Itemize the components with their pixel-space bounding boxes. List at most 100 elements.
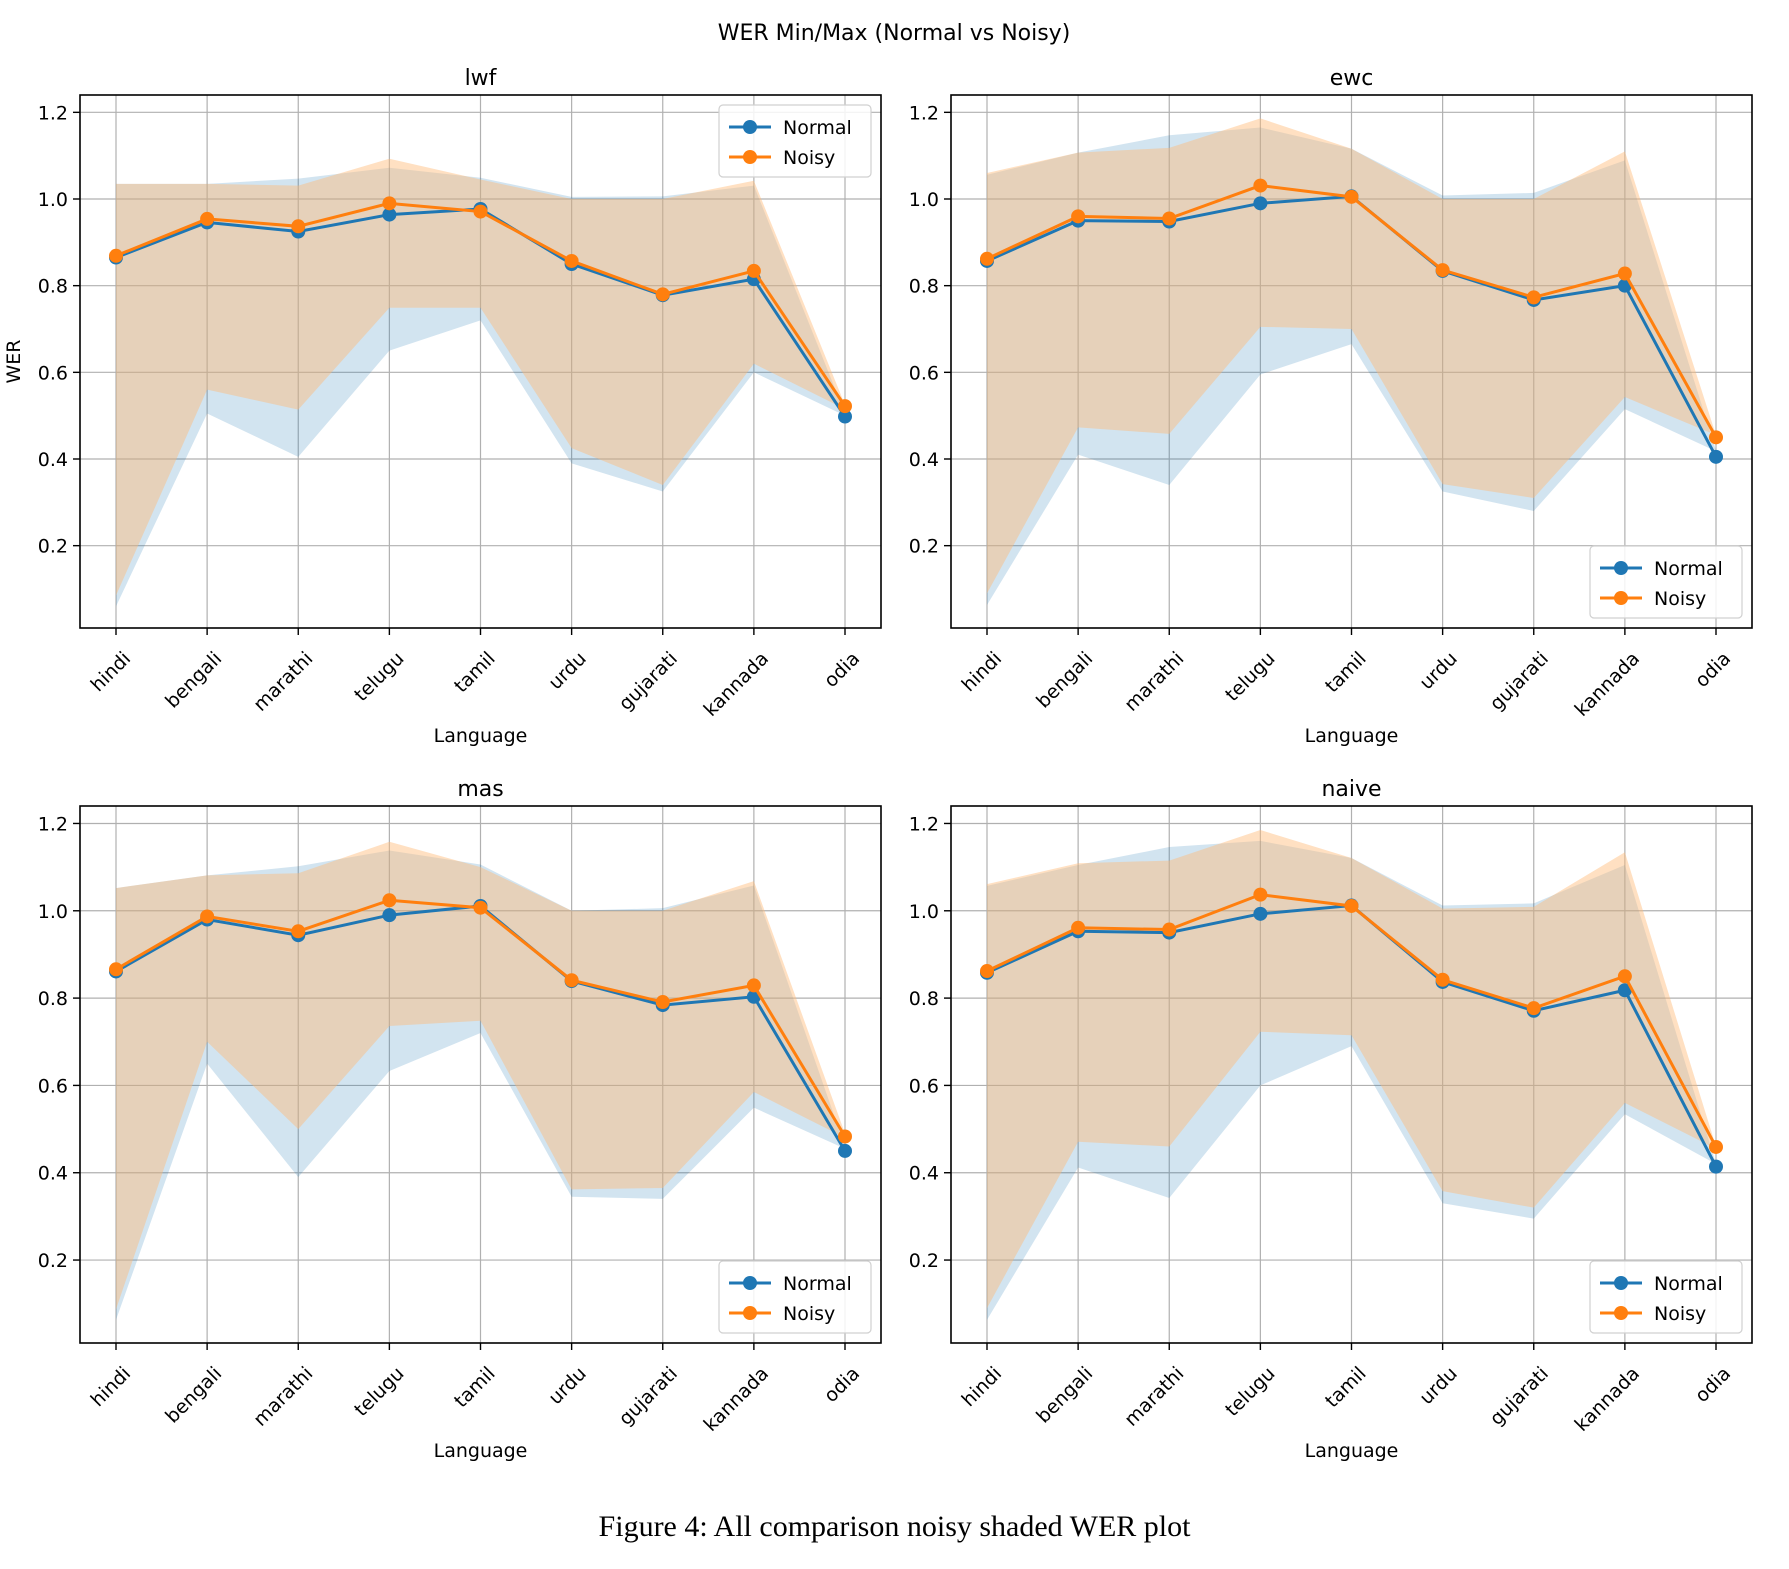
band-normal xyxy=(116,167,845,607)
data-point-normal xyxy=(1709,1159,1723,1174)
data-point-normal xyxy=(382,207,397,222)
data-point-noisy xyxy=(564,973,579,988)
x-tick-label: kannada xyxy=(1571,648,1644,721)
x-tick-label: telugu xyxy=(350,648,408,706)
data-point-noisy xyxy=(980,964,994,979)
data-point-noisy xyxy=(200,909,215,924)
x-tick-label: hindi xyxy=(958,648,1007,697)
x-tick-label: marathi xyxy=(249,648,317,716)
data-point-noisy xyxy=(1253,887,1268,902)
x-axis-label: Language xyxy=(434,1440,528,1462)
legend-label-noisy: Noisy xyxy=(783,1303,835,1325)
x-tick-label: odia xyxy=(1691,1363,1735,1407)
data-point-noisy xyxy=(1526,290,1541,305)
band-normal xyxy=(987,127,1716,606)
data-point-noisy xyxy=(838,1129,852,1144)
data-point-noisy xyxy=(1071,209,1086,224)
legend-label-normal: Normal xyxy=(1654,558,1723,580)
legend-box xyxy=(718,104,872,178)
data-point-noisy xyxy=(382,196,397,211)
band-normal xyxy=(116,850,845,1320)
y-tick-label: 0.8 xyxy=(38,988,68,1010)
x-axis-label: Language xyxy=(434,725,528,747)
subplot-title: mas xyxy=(457,777,503,802)
x-tick-label: odia xyxy=(820,1363,864,1407)
x-tick-label: hindi xyxy=(87,648,136,697)
y-tick-label: 1.2 xyxy=(909,102,939,124)
legend-box xyxy=(718,1260,872,1334)
data-point-noisy xyxy=(109,962,123,977)
x-tick-label: gujarati xyxy=(615,648,682,715)
data-point-normal xyxy=(838,1143,852,1158)
x-tick-label: gujarati xyxy=(1486,1363,1553,1430)
x-tick-label: bengali xyxy=(1032,648,1097,713)
data-point-noisy xyxy=(1709,1139,1723,1154)
legend-box xyxy=(1589,1260,1743,1334)
data-point-noisy xyxy=(291,219,306,234)
y-tick-label: 0.4 xyxy=(909,449,939,471)
data-point-normal xyxy=(1617,983,1632,998)
data-point-noisy xyxy=(1253,178,1268,193)
data-point-noisy xyxy=(655,995,670,1010)
y-tick-label: 0.8 xyxy=(909,988,939,1010)
data-point-noisy xyxy=(1071,920,1086,935)
legend: Normal Noisy xyxy=(718,104,872,178)
x-tick-label: marathi xyxy=(1120,1363,1188,1431)
subplot-title: lwf xyxy=(465,66,498,91)
y-tick-label: 0.6 xyxy=(909,1075,939,1097)
y-tick-label: 0.6 xyxy=(38,1075,68,1097)
data-point-noisy xyxy=(1709,430,1723,445)
legend-label-normal: Normal xyxy=(783,1273,852,1295)
x-tick-label: urdu xyxy=(1415,648,1461,694)
figure-title: WER Min/Max (Normal vs Noisy) xyxy=(718,21,1071,46)
x-tick-label: telugu xyxy=(1221,648,1279,706)
y-tick-label: 0.2 xyxy=(909,1250,939,1272)
legend-label-normal: Normal xyxy=(1654,1273,1723,1295)
x-tick-label: bengali xyxy=(1032,1363,1097,1428)
x-tick-label: urdu xyxy=(544,1363,590,1409)
x-tick-label: gujarati xyxy=(615,1363,682,1430)
y-tick-label: 1.2 xyxy=(909,813,939,835)
x-tick-label: urdu xyxy=(1415,1363,1461,1409)
data-point-noisy xyxy=(473,204,488,219)
y-tick-label: 0.4 xyxy=(38,1163,68,1185)
data-point-noisy xyxy=(473,900,488,915)
legend-marker-noisy xyxy=(743,150,757,164)
data-point-noisy xyxy=(382,893,397,908)
legend-marker-normal xyxy=(1614,561,1628,575)
y-tick-label: 1.2 xyxy=(38,813,68,835)
y-tick-label: 0.2 xyxy=(909,536,939,558)
band-noisy xyxy=(116,841,845,1310)
x-tick-label: tamil xyxy=(1321,1363,1371,1413)
legend: Normal Noisy xyxy=(1589,545,1743,619)
y-tick-label: 0.4 xyxy=(909,1163,939,1185)
data-point-noisy xyxy=(1162,922,1177,937)
band-normal xyxy=(987,840,1716,1320)
data-point-noisy xyxy=(200,211,215,226)
band-noisy xyxy=(116,158,845,596)
subplot-title: naive xyxy=(1321,777,1381,802)
subplot-ewc: ewc 0.2 0.4 0.6 0.8 1.0 1.2 hindi bengali marathi… xyxy=(909,66,1753,747)
legend-marker-noisy xyxy=(1614,591,1628,605)
subplot-title: ewc xyxy=(1330,66,1374,91)
data-point-noisy xyxy=(1344,898,1359,913)
subplot-mas: mas 0.2 0.4 0.6 0.8 1.0 1.2 hindi bengali marathi… xyxy=(38,777,882,1462)
x-tick-label: hindi xyxy=(87,1363,136,1412)
data-point-noisy xyxy=(1526,1001,1541,1016)
legend-box xyxy=(1589,545,1743,619)
x-axis-label: Language xyxy=(1305,1440,1399,1462)
legend-label-noisy: Noisy xyxy=(1654,1303,1706,1325)
x-tick-label: kannada xyxy=(1571,1363,1644,1436)
legend: Normal Noisy xyxy=(718,1260,872,1334)
x-tick-label: marathi xyxy=(1120,648,1188,716)
x-tick-label: bengali xyxy=(161,648,226,713)
data-point-noisy xyxy=(1162,211,1177,226)
x-tick-label: telugu xyxy=(350,1363,408,1421)
grid xyxy=(80,95,881,628)
x-tick-label: bengali xyxy=(161,1363,226,1428)
x-tick-label: kannada xyxy=(700,1363,773,1436)
figure-caption: Figure 4: All comparison noisy shaded WE… xyxy=(598,1510,1191,1543)
data-point-noisy xyxy=(746,263,761,278)
legend-marker-normal xyxy=(1614,1276,1628,1290)
